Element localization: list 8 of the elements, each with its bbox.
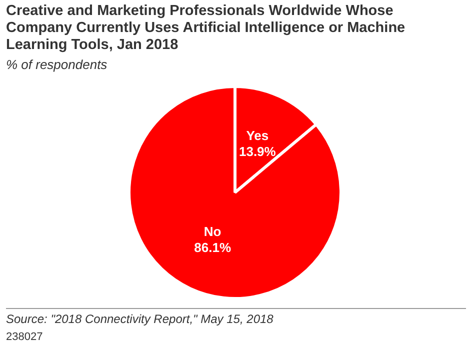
source-note: Source: "2018 Connectivity Report," May 15, 2018 bbox=[6, 312, 274, 326]
slice-label: Yes bbox=[246, 128, 269, 144]
slice-label: No bbox=[204, 224, 222, 240]
data-label: 13.9% bbox=[238, 144, 276, 160]
chart-title: Creative and Marketing Professionals Worldwide Whose Company Currently Uses Artificial Intelligence or Machine Learning Tools, Jan 2018 bbox=[6, 3, 406, 54]
chart-subtitle: % of respondents bbox=[6, 57, 108, 72]
text: 238027 bbox=[6, 331, 43, 343]
data-label: 86.1% bbox=[194, 240, 232, 256]
